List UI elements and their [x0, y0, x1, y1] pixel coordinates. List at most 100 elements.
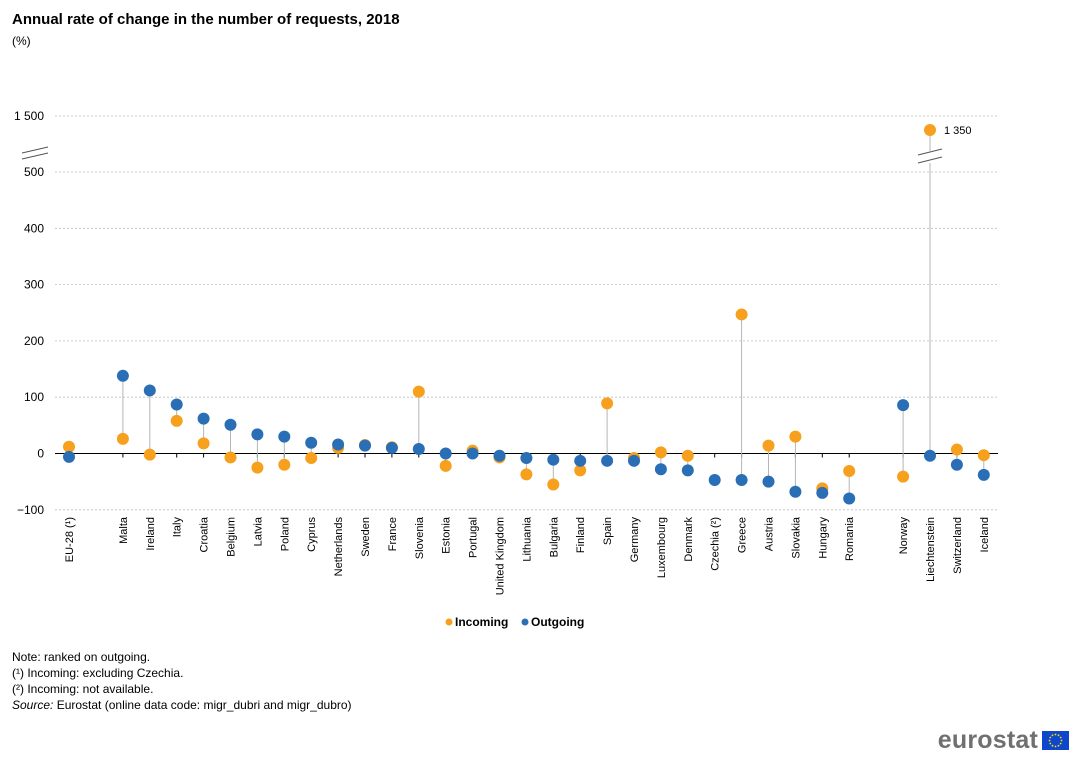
point-outgoing-hungary — [816, 486, 829, 499]
point-outgoing-lithuania — [520, 452, 533, 465]
point-outgoing-denmark — [681, 464, 694, 477]
y-tick-label: −100 — [17, 503, 44, 517]
axis-break-mark — [917, 148, 943, 156]
point-incoming-finland — [574, 464, 587, 477]
point-outgoing-latvia — [251, 428, 264, 441]
point-incoming-iceland — [977, 449, 990, 462]
x-label-france: France — [387, 517, 399, 551]
point-outgoing-italy — [170, 398, 183, 411]
x-label-netherlands: Netherlands — [333, 517, 345, 577]
point-incoming-luxembourg — [654, 446, 667, 459]
legend-label-outgoing: Outgoing — [531, 615, 584, 629]
x-label-portugal: Portugal — [468, 517, 480, 558]
point-outgoing-czechia — [708, 473, 721, 486]
point-incoming-austria — [762, 439, 775, 452]
point-incoming-liechtenstein — [924, 124, 936, 136]
legend-label-incoming: Incoming — [455, 615, 508, 629]
y-tick-label: 200 — [24, 334, 44, 348]
footnote-1: (¹) Incoming: excluding Czechia. — [12, 666, 184, 680]
x-label-denmark: Denmark — [683, 517, 695, 562]
point-incoming-greece — [735, 308, 748, 321]
axis-break-gap — [916, 151, 944, 163]
x-label-estonia: Estonia — [441, 516, 453, 554]
point-outgoing-bulgaria — [547, 453, 560, 466]
y-tick-label: 300 — [24, 278, 44, 292]
axis-break-mark — [917, 156, 943, 164]
point-outgoing-germany — [628, 454, 640, 467]
point-incoming-eu-28 — [63, 440, 75, 453]
point-incoming-switzerland — [950, 443, 963, 456]
x-label-iceland: Iceland — [979, 517, 991, 552]
source-label: Source: — [12, 698, 54, 712]
point-incoming-bulgaria — [547, 478, 560, 491]
point-incoming-cyprus — [305, 452, 318, 465]
x-label-eu-28: EU-28 (¹) — [64, 517, 76, 562]
point-incoming-belgium — [224, 451, 237, 464]
point-incoming-ireland — [143, 448, 156, 461]
eu-flag-icon — [1042, 731, 1069, 750]
source-text: Eurostat (online data code: migr_dubri a… — [56, 698, 352, 712]
eurostat-wordmark: eurostat — [937, 726, 1038, 754]
x-label-united-kingdom: United Kingdom — [495, 517, 507, 595]
y-tick-label: 500 — [24, 165, 44, 179]
point-outgoing-sweden — [359, 439, 371, 452]
x-label-liechtenstein: Liechtenstein — [925, 517, 937, 582]
point-incoming-slovenia — [412, 385, 425, 398]
x-label-switzerland: Switzerland — [952, 517, 964, 574]
x-label-poland: Poland — [279, 517, 291, 551]
x-label-malta: Malta — [118, 516, 130, 544]
point-outgoing-netherlands — [332, 438, 345, 451]
point-outgoing-slovenia — [412, 442, 425, 455]
point-outgoing-belgium — [224, 418, 237, 431]
point-outgoing-spain — [601, 454, 614, 467]
legend-marker-outgoing — [521, 618, 529, 626]
footnote-2: (²) Incoming: not available. — [12, 682, 154, 696]
chart-unit: (%) — [12, 34, 31, 48]
x-label-romania: Romania — [844, 516, 856, 561]
point-incoming-lithuania — [520, 468, 533, 481]
y-tick-label: 1 500 — [14, 109, 44, 123]
x-label-norway: Norway — [898, 517, 910, 555]
point-incoming-spain — [601, 397, 614, 410]
point-incoming-norway — [897, 470, 910, 483]
point-outgoing-portugal — [466, 447, 479, 460]
eurostat-logo: eurostat — [938, 726, 1069, 755]
point-outgoing-united-kingdom — [493, 449, 506, 462]
point-outgoing-estonia — [439, 447, 452, 460]
point-outgoing-luxembourg — [654, 463, 667, 476]
point-incoming-croatia — [197, 437, 210, 450]
x-label-czechia: Czechia (²) — [710, 517, 722, 571]
x-label-belgium: Belgium — [226, 517, 238, 557]
source-line: Source: Eurostat (online data code: migr… — [12, 697, 352, 713]
x-label-greece: Greece — [737, 517, 749, 553]
x-label-lithuania: Lithuania — [521, 516, 533, 562]
x-label-luxembourg: Luxembourg — [656, 517, 668, 578]
x-label-slovenia: Slovenia — [414, 516, 426, 559]
x-label-slovakia: Slovakia — [790, 516, 802, 558]
point-outgoing-greece — [735, 473, 748, 486]
x-label-germany: Germany — [629, 517, 641, 563]
point-incoming-italy — [170, 414, 183, 427]
point-outgoing-switzerland — [950, 458, 963, 471]
point-outgoing-iceland — [977, 468, 990, 481]
point-outgoing-eu-28 — [63, 450, 75, 463]
x-label-spain: Spain — [602, 517, 614, 545]
x-label-austria: Austria — [764, 516, 776, 551]
point-outgoing-norway — [897, 399, 910, 412]
x-label-finland: Finland — [575, 517, 587, 553]
point-outgoing-finland — [574, 454, 587, 467]
x-label-cyprus: Cyprus — [306, 517, 318, 552]
note-ranking: Note: ranked on outgoing. — [12, 650, 151, 664]
point-incoming-estonia — [439, 459, 452, 472]
point-outgoing-malta — [116, 369, 129, 382]
x-label-italy: Italy — [172, 517, 184, 538]
x-label-hungary: Hungary — [817, 517, 829, 559]
point-incoming-latvia — [251, 461, 264, 474]
axis-break-mark — [21, 146, 49, 154]
point-outgoing-poland — [278, 430, 291, 443]
point-incoming-malta — [116, 432, 129, 445]
point-incoming-romania — [843, 464, 856, 477]
notes: Note: ranked on outgoing. (¹) Incoming: … — [12, 649, 352, 713]
point-outgoing-slovakia — [789, 485, 802, 498]
y-tick-label: 100 — [24, 390, 44, 404]
